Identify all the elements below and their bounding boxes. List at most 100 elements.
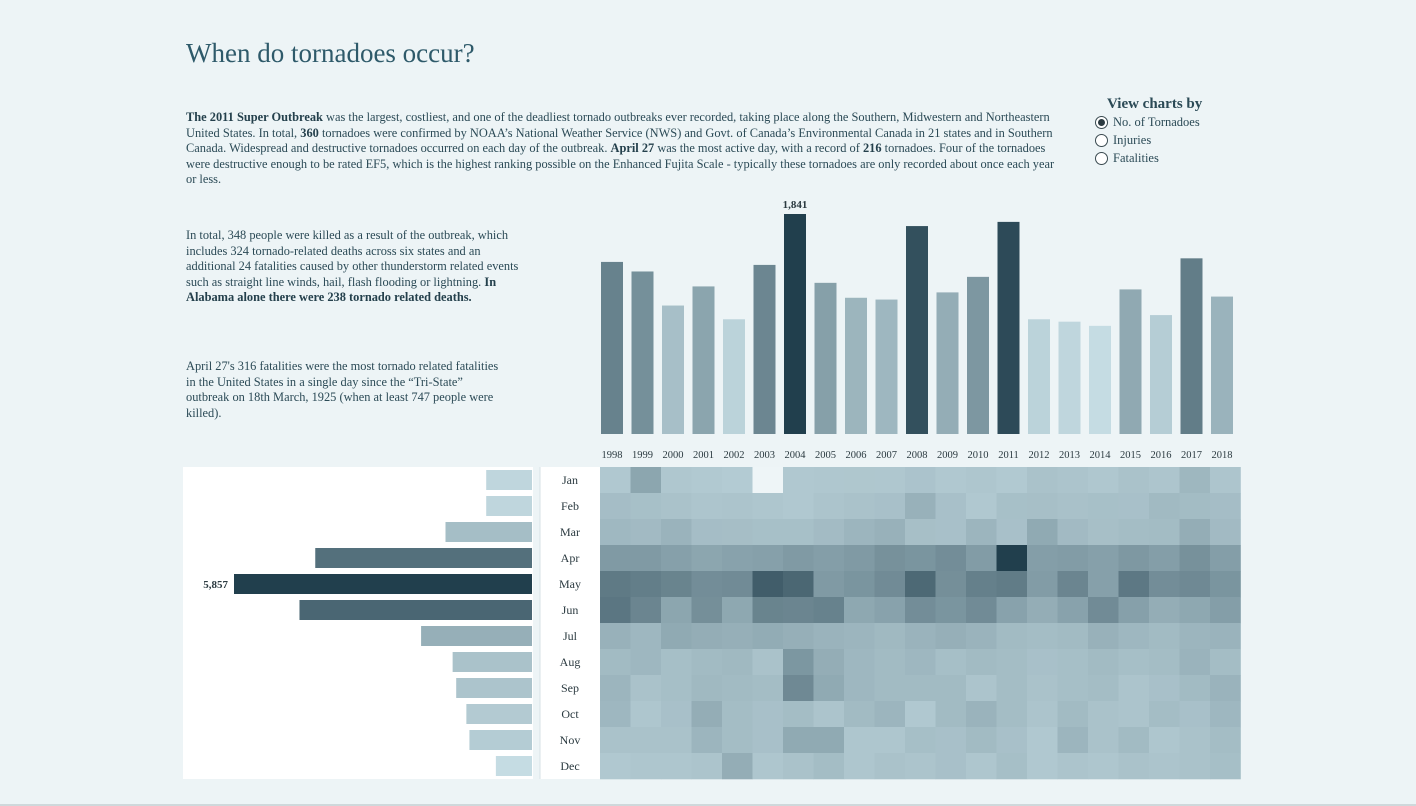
heat-cell-Aug-2018 bbox=[1210, 649, 1241, 676]
heat-cell-Nov-2009 bbox=[935, 727, 967, 754]
year-bar-2000 bbox=[662, 305, 684, 434]
heat-cell-Sep-2008 bbox=[905, 675, 936, 702]
heat-cell-Nov-2011 bbox=[996, 727, 1028, 754]
month-bar-Jun bbox=[299, 600, 532, 620]
heat-cell-Dec-2017 bbox=[1179, 753, 1211, 780]
heat-cell-Jan-2003 bbox=[752, 467, 784, 494]
heat-cell-Feb-2002 bbox=[722, 493, 753, 520]
heat-cell-Nov-1999 bbox=[630, 727, 662, 754]
heat-cell-Feb-2016 bbox=[1149, 493, 1180, 520]
deaths-text: In total, 348 people were killed as a re… bbox=[186, 228, 519, 289]
heat-cell-Jan-2010 bbox=[966, 467, 997, 494]
heat-cell-Jan-2011 bbox=[996, 467, 1028, 494]
year-tick-2005: 2005 bbox=[815, 450, 836, 461]
heat-cell-Apr-2018 bbox=[1210, 545, 1241, 572]
radio-tornadoes-label[interactable]: No. of Tornadoes bbox=[1113, 114, 1200, 129]
heat-cell-Apr-2005 bbox=[813, 545, 845, 572]
heat-cell-Sep-2002 bbox=[722, 675, 753, 702]
heat-cell-Sep-2000 bbox=[661, 675, 692, 702]
year-tick-2012: 2012 bbox=[1029, 450, 1050, 461]
heat-cell-Nov-2006 bbox=[844, 727, 875, 754]
heat-cell-Jun-2012 bbox=[1027, 597, 1058, 624]
month-label-Sep: Sep bbox=[561, 681, 579, 695]
heat-cell-May-2000 bbox=[661, 571, 692, 598]
heat-cell-Apr-2002 bbox=[722, 545, 753, 572]
year-bar-2002 bbox=[723, 319, 745, 434]
heat-cell-Oct-1999 bbox=[630, 701, 662, 728]
month-label-Feb: Feb bbox=[561, 499, 579, 513]
heat-cell-Dec-2018 bbox=[1210, 753, 1241, 780]
heat-cell-Jul-2017 bbox=[1179, 623, 1211, 650]
view-by-title: View charts by bbox=[1107, 96, 1203, 112]
heat-cell-Feb-2012 bbox=[1027, 493, 1058, 520]
heat-cell-Sep-1998 bbox=[600, 675, 631, 702]
heat-cell-Feb-2009 bbox=[935, 493, 967, 520]
month-bar-Feb bbox=[486, 496, 532, 516]
year-bar-2003 bbox=[753, 264, 776, 434]
heat-cell-Jul-2016 bbox=[1149, 623, 1180, 650]
month-label-Dec: Dec bbox=[560, 759, 579, 773]
heat-cell-Nov-2003 bbox=[752, 727, 784, 754]
radio-tornadoes-icon[interactable] bbox=[1095, 115, 1108, 129]
year-tick-2009: 2009 bbox=[937, 450, 958, 461]
year-tick-2017: 2017 bbox=[1181, 450, 1202, 461]
heat-cell-Aug-2000 bbox=[661, 649, 692, 676]
month-bar-Jul bbox=[421, 626, 532, 646]
heat-cell-Mar-2002 bbox=[722, 519, 753, 546]
month-bar-Sep bbox=[456, 678, 532, 698]
radio-injuries-icon[interactable] bbox=[1095, 133, 1108, 147]
year-bar-label-2004: 1,841 bbox=[783, 199, 808, 211]
heat-cell-Jun-2003 bbox=[752, 597, 784, 624]
heat-cell-Feb-2006 bbox=[844, 493, 875, 520]
heat-cell-Nov-2012 bbox=[1027, 727, 1058, 754]
intro-bold-1: The 2011 Super Outbreak bbox=[186, 110, 323, 124]
radio-injuries-label[interactable]: Injuries bbox=[1113, 132, 1152, 147]
heat-cell-Apr-2000 bbox=[661, 545, 692, 572]
heat-cell-Mar-2007 bbox=[874, 519, 906, 546]
heat-cell-Oct-2005 bbox=[813, 701, 845, 728]
heat-cell-Jan-2008 bbox=[905, 467, 936, 494]
heat-cell-Jul-2006 bbox=[844, 623, 875, 650]
heat-cell-Jun-1998 bbox=[600, 597, 631, 624]
heat-cell-Jan-2001 bbox=[691, 467, 723, 494]
heat-cell-Feb-1998 bbox=[600, 493, 631, 520]
heat-cell-Jan-1999 bbox=[630, 467, 662, 494]
heat-cell-Jun-2002 bbox=[722, 597, 753, 624]
month-bar-Jan bbox=[486, 470, 532, 490]
heat-cell-Aug-2010 bbox=[966, 649, 997, 676]
month-bar-label-May: 5,857 bbox=[203, 579, 228, 591]
heat-cell-May-2007 bbox=[874, 571, 906, 598]
radio-fatalities-icon[interactable] bbox=[1095, 151, 1108, 165]
heat-cell-Oct-2012 bbox=[1027, 701, 1058, 728]
heat-cell-Nov-2005 bbox=[813, 727, 845, 754]
heat-cell-Jul-2003 bbox=[752, 623, 784, 650]
radio-injuries[interactable]: Injuries bbox=[1095, 131, 1202, 149]
heat-cell-Jan-2002 bbox=[722, 467, 753, 494]
heat-cell-May-2009 bbox=[935, 571, 967, 598]
year-bar-2018 bbox=[1211, 296, 1233, 434]
heat-cell-Dec-2011 bbox=[996, 753, 1028, 780]
heat-cell-Mar-2013 bbox=[1057, 519, 1089, 546]
heat-cell-Jan-2018 bbox=[1210, 467, 1241, 494]
heat-cell-Jun-2007 bbox=[874, 597, 906, 624]
radio-fatalities-label[interactable]: Fatalities bbox=[1113, 150, 1159, 165]
radio-tornadoes[interactable]: No. of Tornadoes bbox=[1095, 113, 1202, 131]
heat-cell-Dec-2014 bbox=[1088, 753, 1119, 780]
heat-cell-May-2012 bbox=[1027, 571, 1058, 598]
heat-cell-Jun-2011 bbox=[996, 597, 1028, 624]
year-bar-2006 bbox=[845, 297, 867, 434]
heat-cell-Feb-2000 bbox=[661, 493, 692, 520]
heat-cell-Sep-2003 bbox=[752, 675, 784, 702]
heat-cell-Oct-2018 bbox=[1210, 701, 1241, 728]
month-label-Oct: Oct bbox=[561, 707, 579, 721]
month-bar-Apr bbox=[315, 548, 532, 568]
heat-cell-Dec-1998 bbox=[600, 753, 631, 780]
year-tick-2007: 2007 bbox=[876, 450, 897, 461]
heat-cell-Oct-2000 bbox=[661, 701, 692, 728]
heat-cell-Apr-2014 bbox=[1088, 545, 1119, 572]
heat-cell-Jun-2009 bbox=[935, 597, 967, 624]
heat-cell-May-2018 bbox=[1210, 571, 1241, 598]
heat-cell-Jun-2010 bbox=[966, 597, 997, 624]
radio-fatalities[interactable]: Fatalities bbox=[1095, 149, 1202, 167]
heat-cell-Sep-2010 bbox=[966, 675, 997, 702]
